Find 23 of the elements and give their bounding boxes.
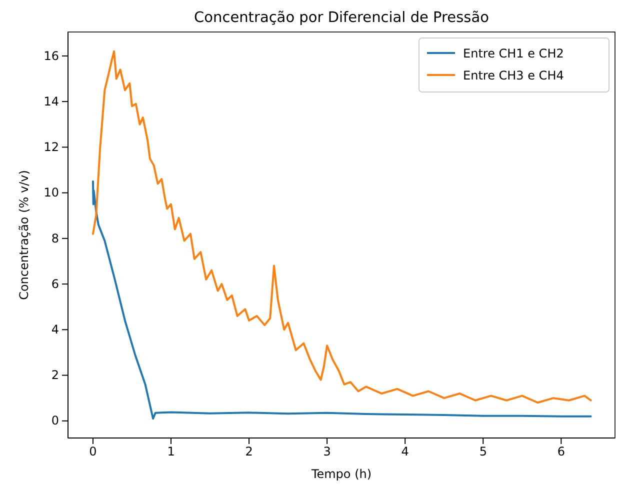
x-axis-title: Tempo (h) <box>310 467 372 481</box>
x-tick-label: 1 <box>167 444 175 459</box>
y-tick-label: 10 <box>44 186 59 200</box>
y-tick-label: 16 <box>44 48 59 63</box>
x-tick-label: 4 <box>401 444 409 459</box>
chart-title: Concentração por Diferencial de Pressão <box>194 10 490 26</box>
x-tick-label: 5 <box>479 444 487 459</box>
y-tick-label: 6 <box>51 276 59 291</box>
y-tick-label: 8 <box>51 231 59 246</box>
x-tick-label: 6 <box>557 444 565 459</box>
x-tick-label: 0 <box>89 444 97 459</box>
y-tick-label: 12 <box>44 140 59 154</box>
x-tick-label: 2 <box>245 444 253 459</box>
y-axis-title: Concentração (% v/v) <box>17 170 31 300</box>
legend-label: Entre CH1 e CH2 <box>463 46 564 60</box>
y-tick-label: 14 <box>44 94 59 108</box>
line-series <box>92 50 592 404</box>
legend-label: Entre CH3 e CH4 <box>463 68 564 82</box>
y-tick-label: 0 <box>51 414 59 428</box>
line-series <box>92 180 592 420</box>
y-tick-label: 2 <box>51 368 59 382</box>
x-tick-label: 3 <box>323 444 331 459</box>
y-tick-label: 4 <box>51 322 59 336</box>
